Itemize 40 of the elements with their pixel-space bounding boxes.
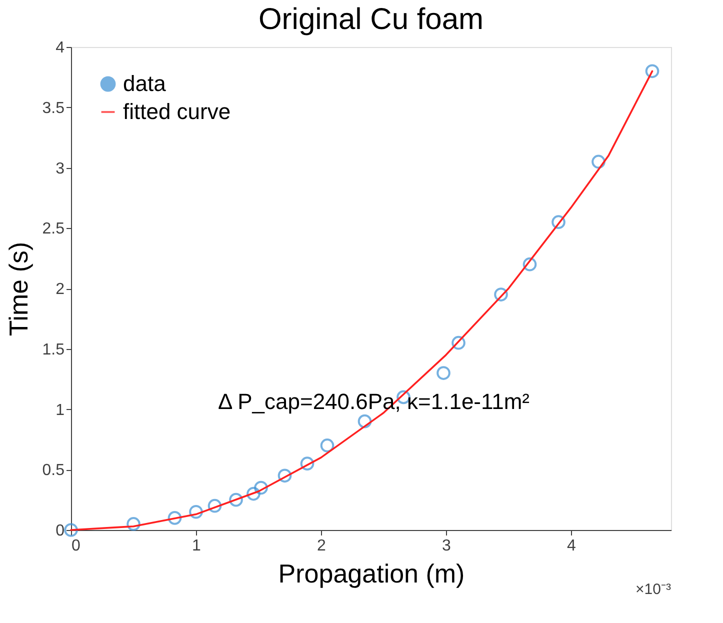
point <box>189 504 203 519</box>
point <box>168 511 182 525</box>
y-tick-label: 2.5 <box>42 220 65 238</box>
y-tick-label: 0 <box>56 522 65 540</box>
point <box>64 523 78 537</box>
point <box>494 288 508 302</box>
point <box>592 154 606 169</box>
point <box>645 64 660 78</box>
point <box>126 517 140 531</box>
chart-title: Original Cu foam <box>258 3 484 36</box>
y-tick-label: 1 <box>56 402 65 419</box>
y-axis-title: Time (s) <box>3 242 34 336</box>
x-tick-label: 4 <box>567 538 576 554</box>
y-tick-label: 2 <box>56 281 65 298</box>
point <box>278 468 292 483</box>
legend-label: data <box>123 71 167 96</box>
y-tick-label: 1.5 <box>42 341 65 358</box>
y-tick-label: 3.5 <box>42 100 65 117</box>
x-tick-label: 3 <box>442 538 452 554</box>
point <box>229 492 243 507</box>
point <box>208 498 222 513</box>
point <box>522 257 537 272</box>
point <box>552 215 566 229</box>
point <box>358 414 372 428</box>
point <box>246 486 260 501</box>
point <box>300 456 314 470</box>
text: ×10⁻³ <box>636 581 671 598</box>
point <box>452 336 466 350</box>
line-series <box>70 70 654 531</box>
y-tick-label: 3 <box>56 160 65 178</box>
point <box>320 438 334 452</box>
x-tick-label: 1 <box>192 538 202 554</box>
legend-label: fitted curve <box>123 99 231 124</box>
y-tick-label: 4 <box>56 40 65 56</box>
y-tick-label: 0.5 <box>42 462 65 480</box>
point <box>254 480 268 495</box>
x-tick-label: 2 <box>317 538 326 554</box>
x-tick-label: 0 <box>72 538 80 554</box>
x-axis-title: Propagation (m) <box>278 558 465 588</box>
point <box>436 366 450 380</box>
